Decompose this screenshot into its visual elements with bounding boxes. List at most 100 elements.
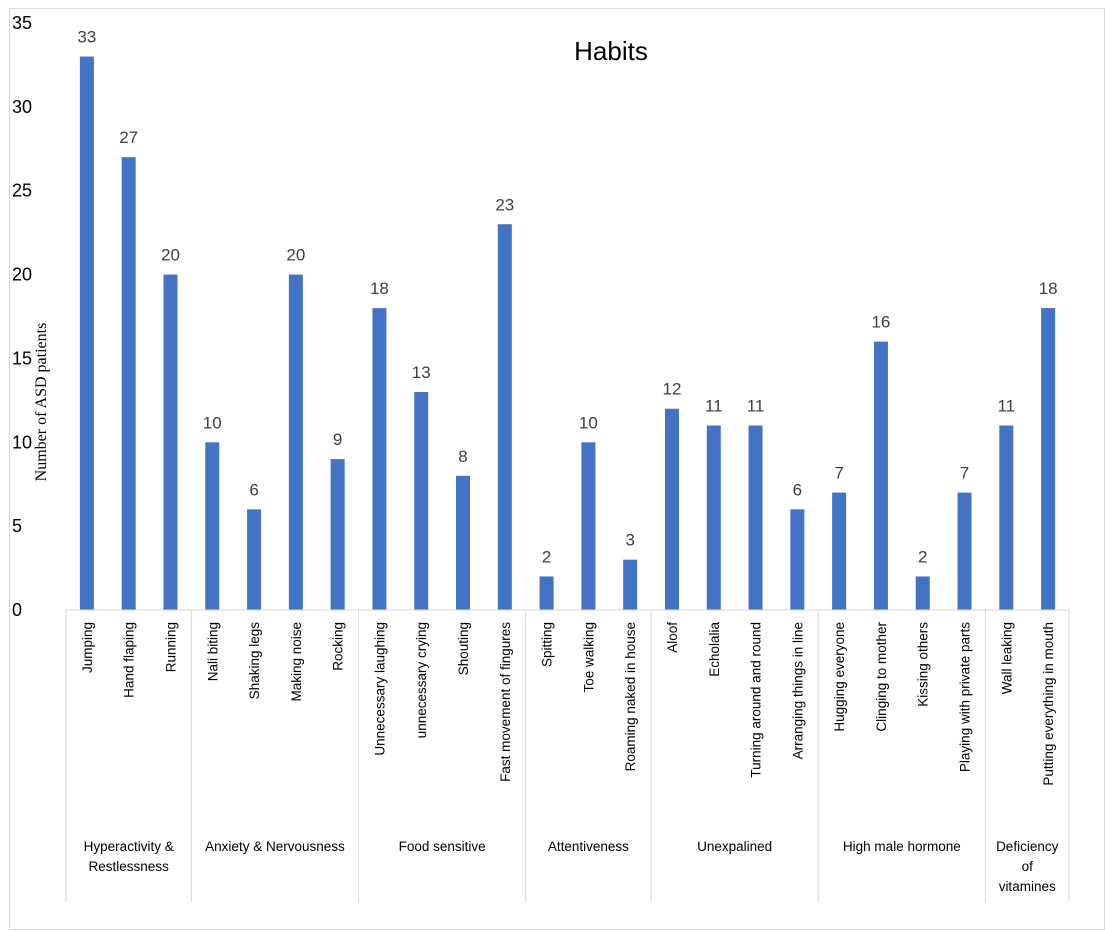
y-tick-label: 5 [12, 516, 22, 536]
category-label: Jumping [80, 622, 95, 673]
bar [1041, 308, 1056, 610]
data-label: 10 [203, 413, 222, 432]
group-label: Unexpalined [697, 839, 772, 854]
data-label: 27 [119, 128, 138, 147]
category-label: Running [163, 622, 178, 672]
bar [372, 308, 387, 610]
bar [330, 459, 345, 610]
bar [790, 509, 805, 610]
category-label: Echolalia [707, 622, 722, 677]
y-tick-label: 0 [12, 600, 22, 620]
category-label: Rocking [331, 622, 346, 671]
bar [873, 341, 888, 610]
data-label: 6 [249, 480, 258, 499]
category-label: Turning around and round [749, 622, 764, 778]
group-label: High male hormone [843, 839, 961, 854]
group-label-line: Anxiety & Nervousness [205, 839, 345, 854]
data-label: 20 [161, 246, 180, 265]
bar [957, 492, 972, 610]
bar [497, 224, 512, 610]
data-label: 12 [663, 380, 682, 399]
y-axis-label: Number of ASD patients [33, 323, 50, 482]
data-label: 18 [1039, 279, 1058, 298]
category-label: Roaming naked in house [623, 622, 638, 771]
group-label-line: Restlessness [89, 859, 170, 874]
data-label: 7 [834, 464, 843, 483]
bar [121, 157, 136, 610]
data-label: 3 [625, 531, 634, 550]
bar [706, 425, 721, 610]
bar [539, 576, 554, 610]
bar [999, 425, 1014, 610]
bar [288, 274, 303, 610]
data-label: 13 [412, 363, 431, 382]
x-axis [65, 609, 1070, 902]
y-tick-label: 20 [12, 265, 32, 285]
data-label: 2 [918, 547, 927, 566]
data-label: 2 [542, 547, 551, 566]
data-label: 20 [286, 246, 305, 265]
bar [163, 274, 178, 610]
bar [79, 56, 94, 611]
category-label: Kissing others [916, 622, 931, 707]
category-label: Spitting [540, 622, 555, 667]
bar [414, 391, 429, 610]
category-label: Wall leaking [999, 622, 1014, 694]
group-label: Anxiety & Nervousness [205, 839, 345, 854]
group-label-line: Unexpalined [697, 839, 772, 854]
category-label: Shouting [456, 622, 471, 675]
chart-title: Habits [574, 36, 648, 66]
bars [79, 56, 1056, 611]
y-tick-label: 10 [12, 432, 32, 452]
y-tick-label: 35 [12, 13, 32, 33]
data-label: 11 [705, 397, 723, 416]
group-label: Deficiency of vitamines [996, 839, 1059, 894]
category-label: unnecessary crying [414, 622, 429, 738]
data-label: 6 [793, 480, 802, 499]
category-labels: Jumping Hand flaping Running Nali biting Sha… [80, 622, 1056, 786]
bar [456, 475, 471, 610]
bar [247, 509, 262, 610]
y-tick-label: 25 [12, 181, 32, 201]
group-label-line: Attentiveness [548, 839, 629, 854]
group-label-line: Deficiency [996, 839, 1059, 854]
group-labels: Hyperactivity & Restlessness Anxiety & Ner… [84, 839, 1059, 894]
bar [832, 492, 847, 610]
category-label: Clinging to mother [874, 622, 889, 732]
group-label-line: Hyperactivity & [84, 839, 174, 854]
data-label: 7 [960, 464, 969, 483]
y-tick-label: 30 [12, 97, 32, 117]
data-label: 9 [333, 430, 342, 449]
group-label: Food sensitive [399, 839, 486, 854]
bar [664, 408, 679, 610]
category-label: Aloof [665, 622, 680, 653]
bar [623, 559, 638, 610]
category-label: Fast movement of fingures [498, 622, 513, 782]
category-label: Playing with private parts [958, 622, 973, 772]
group-label-line: Food sensitive [399, 839, 486, 854]
category-label: Shaking legs [247, 622, 262, 700]
data-label: 18 [370, 279, 389, 298]
group-label-line: of [1022, 859, 1034, 874]
category-label: Unnecessary laughing [372, 622, 387, 756]
y-axis-ticks: 0 5 10 15 20 25 30 35 [12, 13, 32, 620]
data-label: 33 [77, 28, 96, 47]
data-label: 11 [747, 397, 765, 416]
data-label: 23 [495, 195, 514, 214]
data-label: 10 [579, 413, 598, 432]
group-label: Attentiveness [548, 839, 629, 854]
data-label: 11 [997, 397, 1015, 416]
category-label: Making noise [289, 622, 304, 702]
bar [748, 425, 763, 610]
category-label: Putting everything in mouth [1041, 622, 1056, 786]
category-label: Toe walking [581, 622, 596, 693]
bar [915, 576, 930, 610]
data-label: 16 [871, 313, 890, 332]
category-label: Hugging everyone [832, 622, 847, 732]
group-label: Hyperactivity & Restlessness [84, 839, 174, 874]
category-label: Arranging things in line [790, 622, 805, 759]
category-label: Nali biting [205, 622, 220, 681]
data-label: 8 [458, 447, 467, 466]
